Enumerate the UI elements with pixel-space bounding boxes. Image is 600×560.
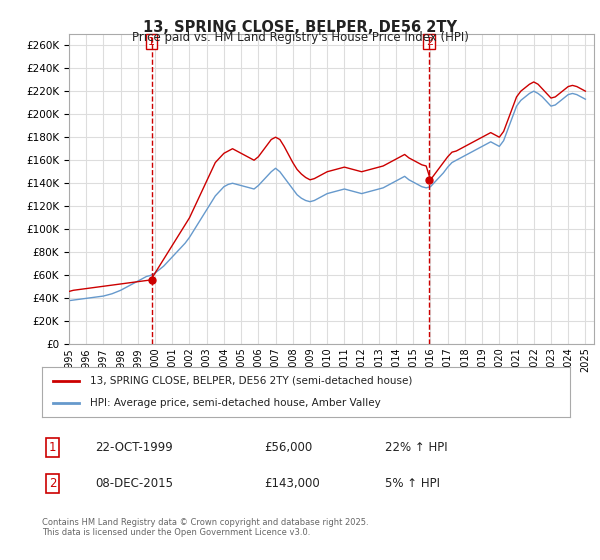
Text: 08-DEC-2015: 08-DEC-2015 [95, 477, 173, 490]
Text: 5% ↑ HPI: 5% ↑ HPI [385, 477, 440, 490]
Text: 22% ↑ HPI: 22% ↑ HPI [385, 441, 448, 454]
Text: 22-OCT-1999: 22-OCT-1999 [95, 441, 173, 454]
Text: Price paid vs. HM Land Registry's House Price Index (HPI): Price paid vs. HM Land Registry's House … [131, 31, 469, 44]
Text: 2: 2 [49, 477, 56, 490]
Text: HPI: Average price, semi-detached house, Amber Valley: HPI: Average price, semi-detached house,… [89, 398, 380, 408]
Text: 13, SPRING CLOSE, BELPER, DE56 2TY: 13, SPRING CLOSE, BELPER, DE56 2TY [143, 20, 457, 35]
Text: £143,000: £143,000 [264, 477, 320, 490]
Text: £56,000: £56,000 [264, 441, 312, 454]
Text: 1: 1 [148, 37, 155, 46]
Text: Contains HM Land Registry data © Crown copyright and database right 2025.
This d: Contains HM Land Registry data © Crown c… [42, 518, 368, 538]
Text: 2: 2 [426, 37, 433, 46]
Text: 13, SPRING CLOSE, BELPER, DE56 2TY (semi-detached house): 13, SPRING CLOSE, BELPER, DE56 2TY (semi… [89, 376, 412, 386]
Text: 1: 1 [49, 441, 56, 454]
